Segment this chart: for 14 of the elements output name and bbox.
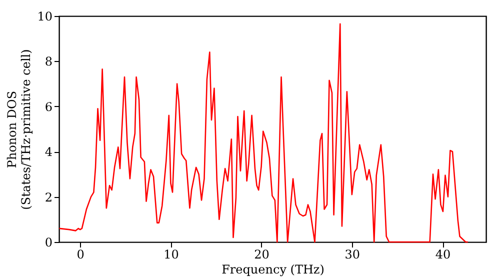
x-tick-label: 40 [435, 248, 451, 262]
x-tick-label: 20 [254, 248, 270, 262]
y-tick-label: 2 [44, 190, 52, 204]
y-axis-title: Phonon DOS (States/THz·primitive cell) [5, 49, 34, 210]
line-series [58, 23, 469, 243]
y-tick-label: 6 [44, 100, 52, 114]
y-tick-label: 0 [44, 236, 52, 250]
x-tick-label: 10 [164, 248, 179, 262]
y-tick-label: 8 [44, 54, 52, 69]
x-tick-label: 30 [344, 248, 360, 262]
y-tick-label: 4 [44, 145, 53, 160]
y-tick-label: 10 [37, 10, 52, 24]
x-axis-title: Frequency (THz) [222, 262, 324, 276]
x-tick-label: 0 [76, 248, 84, 262]
